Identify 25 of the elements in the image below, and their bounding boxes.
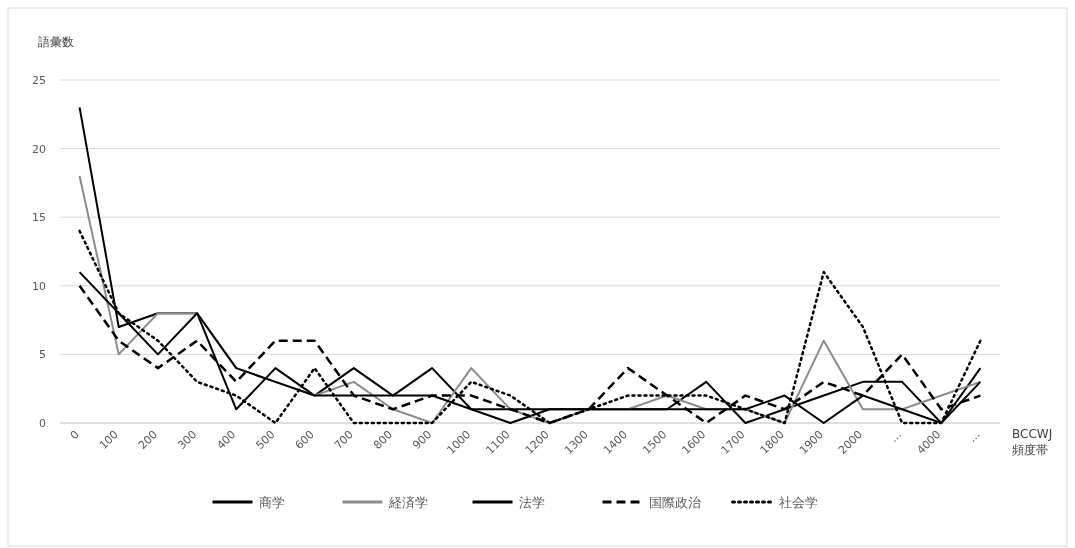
y-tick-label: 0	[39, 417, 46, 430]
y-tick-label: 20	[32, 142, 46, 156]
y-tick-label: 5	[39, 348, 46, 362]
x-tick-label: …	[965, 427, 983, 445]
legend-label: 法学	[518, 495, 545, 510]
y-axis-title: 語彙数	[38, 35, 74, 49]
y-tick-label: 10	[32, 279, 46, 293]
x-tick-label: 200	[136, 427, 161, 452]
x-tick-label: 600	[292, 427, 317, 452]
x-tick-label: 400	[214, 427, 239, 452]
x-tick-label: 800	[371, 427, 396, 452]
x-tick-label: …	[887, 427, 905, 445]
x-tick-label: 900	[410, 427, 435, 452]
y-tick-label: 15	[32, 211, 46, 225]
x-tick-label: 0	[67, 427, 82, 443]
legend-label: 国際政治	[648, 495, 701, 510]
legend-label: 経済学	[387, 495, 428, 510]
x-tick-label: 100	[96, 427, 121, 452]
legend-label: 社会学	[778, 495, 818, 510]
x-axis-title: BCCWJ 頻度帯	[1012, 427, 1053, 457]
x-tick-label: 500	[253, 427, 278, 452]
x-tick-label: 700	[331, 427, 356, 452]
y-tick-label: 25	[32, 74, 46, 87]
legend-label: 商学	[258, 495, 285, 510]
x-tick-label: 300	[175, 427, 200, 452]
